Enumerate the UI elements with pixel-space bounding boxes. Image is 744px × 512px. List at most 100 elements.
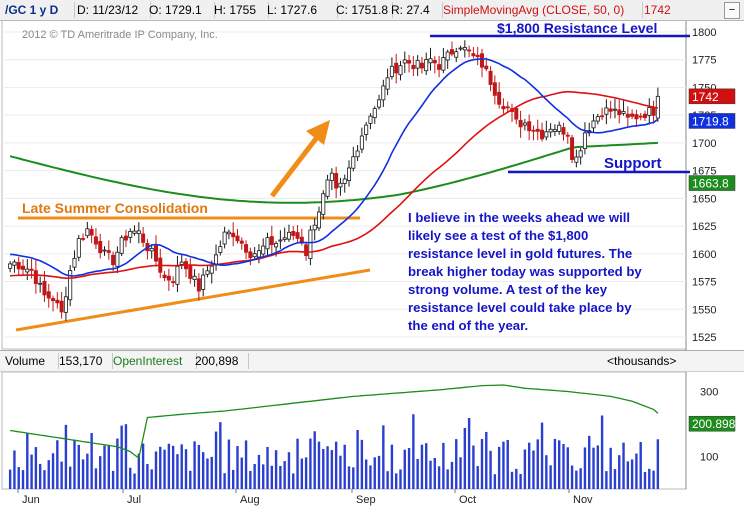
candle bbox=[604, 99, 609, 125]
candle-body bbox=[505, 106, 510, 109]
copyright: 2012 © TD Ameritrade IP Company, Inc. bbox=[22, 29, 218, 41]
candle bbox=[591, 114, 596, 133]
candle-body bbox=[381, 85, 386, 101]
candle bbox=[424, 52, 429, 76]
candle-body bbox=[398, 65, 403, 76]
candle-body bbox=[591, 120, 596, 129]
candle bbox=[175, 255, 180, 293]
price-tick-label: 1550 bbox=[692, 304, 716, 316]
volume-bar bbox=[26, 432, 29, 489]
candle-body bbox=[625, 113, 630, 118]
candle-body bbox=[479, 53, 484, 68]
candle-body bbox=[608, 108, 613, 112]
candle bbox=[535, 119, 540, 141]
consolidation-label: Late Summer Consolidation bbox=[22, 200, 208, 216]
commentary-line: resistance level in gold futures. The bbox=[408, 246, 632, 261]
candle bbox=[98, 233, 103, 259]
candle bbox=[647, 98, 652, 125]
symbol-label[interactable]: /GC 1 y D bbox=[2, 2, 75, 18]
sma50-badge-box bbox=[688, 88, 736, 105]
candle-body bbox=[454, 51, 459, 58]
candle-body bbox=[16, 262, 21, 270]
candle-body bbox=[501, 106, 506, 110]
volume-bar bbox=[240, 457, 243, 489]
volume-bar bbox=[609, 447, 612, 489]
candle-body bbox=[231, 232, 236, 238]
candle-body bbox=[359, 135, 364, 150]
volume-bar bbox=[622, 442, 625, 489]
volume-bar bbox=[588, 435, 591, 489]
candle-body bbox=[630, 113, 635, 117]
volume-bar bbox=[450, 461, 454, 489]
price-tick-label: 1575 bbox=[692, 277, 716, 289]
candle bbox=[351, 146, 356, 172]
candle-body bbox=[63, 296, 68, 313]
candle bbox=[488, 66, 493, 92]
volume-bar bbox=[133, 473, 136, 489]
volume-bar bbox=[403, 449, 406, 489]
candle-body bbox=[471, 53, 476, 57]
candle bbox=[119, 235, 124, 257]
volume-bar bbox=[382, 425, 385, 489]
candle bbox=[72, 250, 77, 271]
candle-body bbox=[93, 236, 98, 245]
sma-200-line bbox=[9, 141, 658, 204]
candle-body bbox=[42, 280, 47, 296]
volume-bar bbox=[197, 444, 201, 489]
candle-body bbox=[226, 231, 231, 235]
candle bbox=[334, 166, 339, 199]
volume-bar bbox=[553, 438, 557, 489]
candle-body bbox=[552, 129, 557, 133]
candle bbox=[578, 147, 583, 165]
candle-body bbox=[153, 245, 158, 262]
candle-body bbox=[334, 173, 339, 189]
high-label: H: 1755 bbox=[211, 2, 269, 18]
candle bbox=[261, 238, 266, 258]
candle-body bbox=[368, 115, 373, 124]
candle bbox=[355, 145, 360, 161]
commentary-block: I believe in the weeks ahead we will lik… bbox=[408, 210, 642, 333]
volume-bar bbox=[523, 449, 527, 489]
open-interest-line bbox=[10, 384, 659, 460]
volume-bar bbox=[47, 460, 50, 489]
candle bbox=[368, 113, 373, 130]
sma200-badge-box bbox=[688, 175, 736, 191]
minimize-icon[interactable]: − bbox=[724, 2, 740, 19]
volume-bar bbox=[386, 471, 389, 489]
candle bbox=[166, 268, 171, 291]
candle bbox=[381, 79, 386, 107]
candle bbox=[329, 168, 334, 191]
candle-body bbox=[235, 235, 240, 242]
volume-bar bbox=[17, 467, 20, 489]
candle bbox=[171, 276, 176, 288]
candle-body bbox=[565, 134, 570, 137]
volume-bar bbox=[124, 424, 128, 489]
volume-bar bbox=[150, 469, 153, 489]
candle-body bbox=[385, 77, 390, 90]
candle-body bbox=[265, 237, 270, 250]
candle-body bbox=[638, 115, 643, 118]
volume-bar bbox=[583, 447, 587, 489]
candle bbox=[518, 110, 523, 138]
sma-label[interactable]: SimpleMovingAvg (CLOSE, 50, 0) bbox=[440, 2, 643, 18]
candle bbox=[106, 240, 111, 260]
candle bbox=[600, 107, 605, 121]
volume-units: <thousands> bbox=[607, 354, 677, 368]
candle bbox=[522, 118, 527, 131]
volume-bar bbox=[189, 470, 192, 489]
volume-bar bbox=[652, 470, 655, 489]
candle-body bbox=[256, 250, 261, 258]
volume-bar bbox=[407, 448, 411, 489]
commentary-line: likely see a test of the $1,800 bbox=[408, 228, 588, 243]
candle bbox=[595, 113, 600, 125]
candle-body bbox=[570, 137, 575, 160]
volume-bar bbox=[244, 440, 248, 489]
candle bbox=[252, 247, 257, 260]
candle bbox=[123, 229, 128, 248]
candle-body bbox=[488, 70, 493, 85]
candle bbox=[38, 276, 43, 293]
candle-body bbox=[295, 232, 300, 239]
volume-bar bbox=[425, 443, 428, 489]
candle bbox=[33, 259, 38, 294]
volume-bar bbox=[180, 444, 183, 489]
